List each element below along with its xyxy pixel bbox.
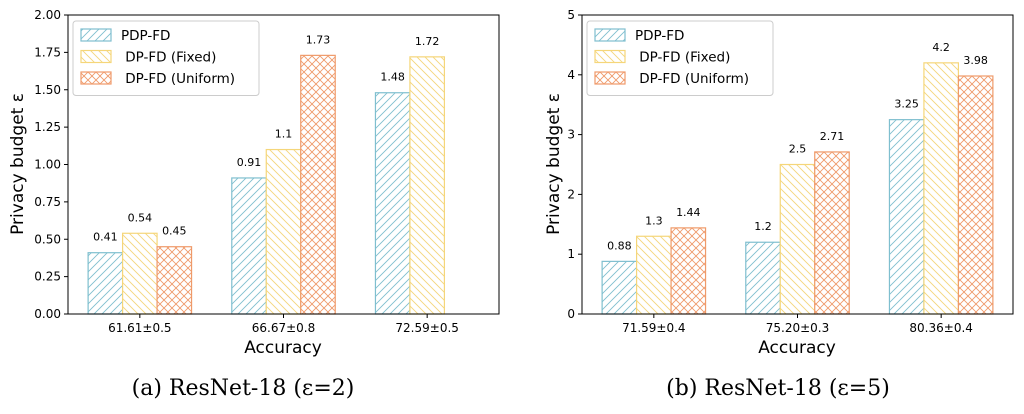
y-tick-label: 0.75 — [34, 195, 61, 209]
legend-label: PDP-FD — [121, 28, 170, 44]
x-axis-label-b: Accuracy — [758, 338, 836, 358]
bar — [670, 227, 707, 315]
bar-value-label: 0.54 — [128, 211, 153, 224]
bar-value-label: 1.3 — [645, 214, 663, 227]
bar — [156, 246, 193, 315]
bar — [87, 252, 124, 315]
x-tick-label: 71.59±0.4 — [622, 321, 686, 335]
y-tick-label: 4 — [567, 68, 575, 82]
bar — [779, 163, 816, 315]
y-axis-label-a: Privacy budget ε — [8, 93, 28, 235]
y-tick-label: 5 — [567, 8, 575, 22]
x-tick-label: 61.61±0.5 — [108, 321, 172, 335]
legend-swatch — [80, 71, 112, 85]
bar-value-label: 1.2 — [754, 220, 772, 233]
bar-value-label: 3.25 — [894, 98, 919, 111]
legend-swatch — [594, 71, 626, 85]
bar — [409, 56, 446, 315]
legend-label: DP-FD (Fixed) — [635, 50, 730, 66]
bar-value-label: 1.73 — [306, 33, 331, 46]
y-tick-label: 0 — [567, 307, 575, 321]
y-tick-label: 0.00 — [34, 307, 61, 321]
legend-box — [586, 20, 774, 96]
x-tick-label: 80.36±0.4 — [909, 321, 973, 335]
bar — [888, 119, 925, 315]
bar — [814, 151, 850, 315]
bar — [300, 54, 336, 315]
legend-label: PDP-FD — [635, 28, 684, 44]
y-tick-label: 0.25 — [34, 270, 61, 284]
legend-a: PDP-FD DP-FD (Fixed) DP-FD (Uniform) — [72, 20, 260, 96]
bar-value-label: 0.91 — [237, 156, 262, 169]
bar — [121, 232, 158, 315]
y-tick-label: 0.50 — [34, 232, 61, 246]
y-tick-label: 2.00 — [34, 8, 61, 22]
legend-label: DP-FD (Fixed) — [121, 50, 216, 66]
legend-swatch — [80, 28, 112, 42]
y-tick-label: 2 — [567, 187, 575, 201]
bar-value-label: 4.2 — [932, 41, 950, 54]
legend-swatch — [80, 49, 112, 64]
y-axis-label-b: Privacy budget ε — [544, 93, 564, 235]
bar — [745, 241, 781, 315]
legend-swatch — [594, 28, 626, 42]
bar — [635, 235, 672, 315]
x-tick-label: 75.20±0.3 — [766, 321, 830, 335]
bar-value-label: 0.88 — [607, 239, 632, 252]
bar-value-label: 2.5 — [789, 143, 807, 156]
bar-value-label: 1.72 — [415, 35, 440, 48]
bar-value-label: 0.45 — [162, 225, 187, 238]
y-tick-label: 1.25 — [34, 120, 61, 134]
y-tick-label: 1 — [567, 247, 575, 261]
y-tick-label: 1.50 — [34, 83, 61, 97]
bar — [265, 148, 302, 315]
legend-box — [72, 20, 260, 96]
panel-a: 0.00 0.25 0.50 0.75 1.00 1.25 1.50 1.75 2.00 61.… — [8, 8, 500, 401]
bar-value-label: 3.98 — [963, 54, 988, 67]
caption-b: (b) ResNet-18 (ε=5) — [666, 376, 890, 401]
bar-value-label: 1.1 — [275, 128, 293, 141]
bar-value-label: 0.41 — [93, 231, 118, 244]
bar-value-label: 2.71 — [820, 130, 845, 143]
bar — [923, 62, 960, 315]
caption-a: (a) ResNet-18 (ε=2) — [132, 376, 355, 401]
legend-swatch — [594, 49, 626, 64]
y-tick-label: 1.00 — [34, 158, 61, 172]
bar — [601, 260, 638, 315]
bar — [374, 92, 411, 315]
legend-label: DP-FD (Uniform) — [635, 71, 749, 87]
bar-value-label: 1.44 — [676, 206, 701, 219]
bar-value-label: 1.48 — [380, 71, 405, 84]
bar — [957, 75, 994, 315]
legend-b: PDP-FD DP-FD (Fixed) DP-FD (Uniform) — [586, 20, 774, 96]
x-tick-label: 72.59±0.5 — [395, 321, 459, 335]
y-tick-label: 1.75 — [34, 45, 61, 59]
x-tick-label: 66.67±0.8 — [252, 321, 316, 335]
panel-b: 0 1 2 3 4 5 71.59±0.4 75.20±0.3 80.36±0.4 0.88 1… — [544, 8, 1014, 401]
bar — [231, 177, 267, 315]
y-tick-label: 3 — [567, 128, 575, 142]
legend-label: DP-FD (Uniform) — [121, 71, 235, 87]
x-axis-label-a: Accuracy — [244, 338, 322, 358]
